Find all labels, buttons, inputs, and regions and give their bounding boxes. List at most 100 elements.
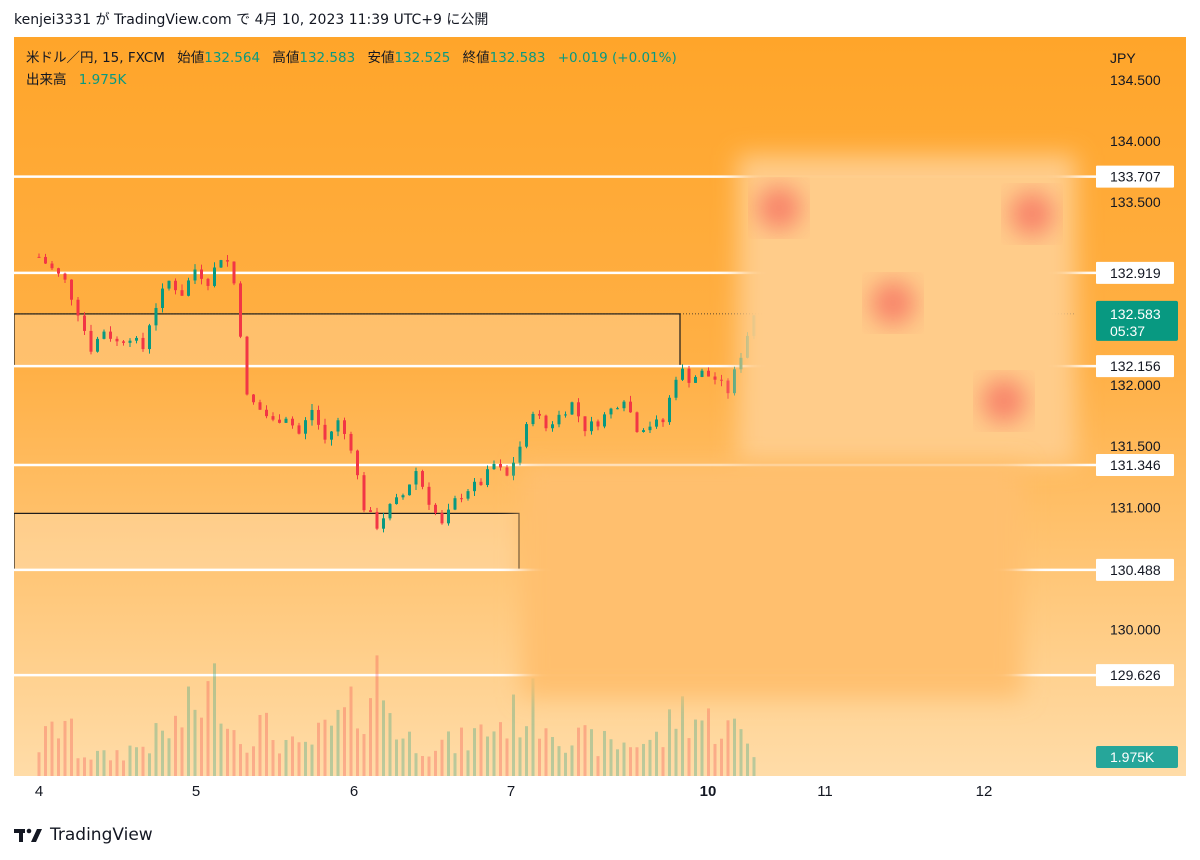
legend-ohlc-row: 米ドル／円, 15, FXCM 始値132.564 高値132.583 安値13… [26,47,677,69]
volume-bar [531,678,535,776]
volume-bar [460,727,463,776]
volume-bar [577,727,580,776]
candle-body [557,414,561,425]
volume-bar [232,730,236,776]
volume-bar [252,746,255,776]
volume-bar [512,694,515,776]
volume-bar [193,709,197,776]
level-price-box [1096,355,1174,378]
candle-body [336,420,340,432]
candle-body [239,283,242,337]
candle-body [252,394,255,403]
candle-body [629,401,632,413]
level-price-label: 131.346 [1110,457,1161,473]
candle-body [330,431,333,440]
volume-bar [167,738,171,776]
candle-body [167,280,171,289]
volume-bar [616,749,619,776]
candle-body [356,450,359,476]
redacted-spot [982,379,1026,423]
volume-bar [258,714,262,776]
candle-body [512,462,515,476]
level-price-label: 130.488 [1110,562,1161,578]
candle-body [622,401,626,409]
volume-bar [180,727,184,776]
volume-bar [388,713,392,776]
volume-bar [369,698,372,776]
volume-bar [96,750,99,776]
currency-label: JPY [1110,50,1136,66]
candle-body [479,481,483,486]
redacted-area-layer [522,155,1076,697]
volume-bar [622,742,626,776]
candle-body [616,408,619,410]
volume-bar [505,738,509,776]
volume-bar [83,757,86,776]
candle-body [135,337,138,341]
candle-body [148,325,151,350]
last-price-box [1096,300,1178,341]
candle-body [583,416,587,432]
volume-bar [226,728,229,776]
volume-bar [349,686,353,776]
time-axis[interactable]: 4 5 6 7 10 11 12 [14,776,1186,806]
redacted-spot [757,186,801,230]
candle-body [564,414,567,416]
symbol-label[interactable]: 米ドル／円, 15, FXCM [26,50,165,66]
tradingview-logo[interactable]: TradingView [14,822,153,848]
candle-body [635,412,639,432]
volume-bar [518,737,522,776]
volume-bar [733,718,736,776]
time-tick-label: 11 [817,783,833,800]
candle-body [44,256,47,264]
candle-body [180,290,184,296]
candle-body [447,509,450,524]
volume-bar [291,736,294,776]
volume-bar [239,744,242,776]
volume-bar [414,753,418,776]
candle-body [76,299,80,316]
candle-body [661,419,665,423]
candle-body [395,497,398,505]
candle-body [590,421,593,432]
candle-body [343,420,346,434]
candle-body [499,463,502,468]
candle-body [310,409,314,421]
candle-body [245,336,249,395]
volume-bar [609,739,613,776]
candle-body [401,495,405,498]
volume-bar [720,738,723,776]
low-label: 安値 [367,50,395,66]
volume-bar [50,721,54,776]
candle-body [681,368,684,380]
candle-body [492,463,496,470]
volume-bar [310,744,314,776]
candle-body [317,409,320,425]
candle-body [213,267,216,286]
candle-body [408,484,411,496]
volume-bar [219,723,223,776]
volume-bar [655,731,658,776]
volume-label: 出来高 [26,72,67,88]
chart-panel[interactable]: JPY 134.500 134.000 133.500 132.000 131.500 13… [14,37,1186,776]
high-label: 高値 [272,50,300,66]
volume-bar [135,747,138,776]
candle-body [713,376,717,380]
candle-body [206,278,210,286]
price-chart-svg[interactable]: JPY 134.500 134.000 133.500 132.000 131.500 13… [14,37,1186,776]
publish-info: kenjei3331 が TradingView.com で 4月 10, 20… [14,12,489,28]
volume-bar [551,737,554,776]
level-price-label: 132.156 [1110,358,1161,374]
candle-body [63,273,67,280]
candle-body [531,413,535,425]
brand-name: TradingView [50,825,153,845]
tradingview-logo-icon [14,828,42,842]
candle-body [434,504,437,514]
candle-body [466,491,470,499]
candle-body [200,269,203,279]
volume-bar [317,722,320,776]
level-price-label: 132.919 [1110,265,1161,281]
volume-bar [408,731,411,776]
candle-body [323,424,327,440]
candle-body [362,475,366,511]
